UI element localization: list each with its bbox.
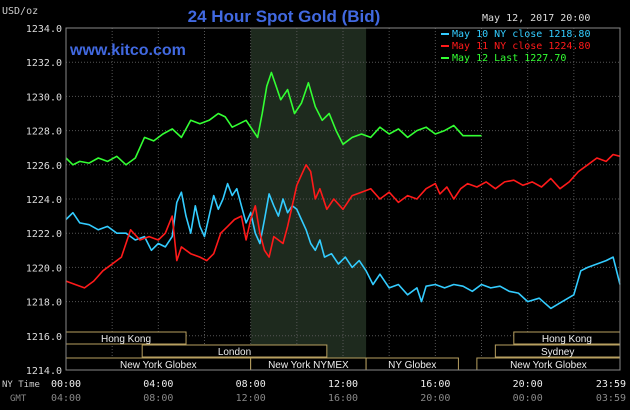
website-watermark: www.kitco.com — [69, 42, 186, 59]
x-tick-label-ny: 16:00 — [420, 379, 450, 390]
y-tick-label: 1224.0 — [26, 195, 62, 206]
y-tick-label: 1232.0 — [26, 58, 62, 69]
x-tick-label-gmt: 00:00 — [513, 393, 543, 404]
y-tick-label: 1226.0 — [26, 161, 62, 172]
timestamp: May 12, 2017 20:00 — [482, 13, 590, 24]
legend-entry: May 11 NY close 1224.80 — [452, 41, 590, 52]
y-tick-label: 1214.0 — [26, 366, 62, 377]
x-tick-label-gmt: 16:00 — [328, 393, 358, 404]
y-tick-label: 1228.0 — [26, 127, 62, 138]
x-tick-label-gmt: 08:00 — [143, 393, 173, 404]
x-tick-label-ny: 08:00 — [236, 379, 266, 390]
y-tick-label: 1222.0 — [26, 229, 62, 240]
gmt-label: GMT — [10, 394, 27, 404]
plot-frame — [65, 27, 621, 371]
y-tick-label: 1216.0 — [26, 332, 62, 343]
session-label: New York NYMEX — [268, 360, 349, 371]
session-box — [141, 344, 328, 358]
x-tick-label-gmt: 04:00 — [51, 393, 81, 404]
x-tick-labels: 00:00 04:00 08:00 12:00 16:00 20:00 23:59 04:00… — [51, 379, 626, 404]
session-label: Hong Kong — [542, 334, 592, 345]
y-tick-label: 1230.0 — [26, 92, 62, 103]
x-tick-label-ny: 04:00 — [143, 379, 173, 390]
series-line-may-10 — [65, 182, 621, 310]
legend-entry: May 12 Last 1227.70 — [452, 53, 566, 64]
price-series — [65, 71, 621, 310]
legend-entry: May 10 NY close 1218.80 — [452, 29, 590, 40]
session-label: New York Globex — [510, 360, 587, 371]
session-label: NY Globex — [388, 360, 436, 371]
session-label: London — [218, 347, 251, 358]
x-tick-label-gmt: 03:59 — [596, 393, 626, 404]
y-tick-label: 1218.0 — [26, 298, 62, 309]
x-tick-label-ny: 23:59 — [596, 379, 626, 390]
y-tick-label: 1220.0 — [26, 263, 62, 274]
chart-title: 24 Hour Spot Gold (Bid) — [188, 7, 381, 26]
x-tick-label-ny: 00:00 — [51, 379, 81, 390]
x-tick-label-gmt: 12:00 — [236, 393, 266, 404]
x-tick-label-gmt: 20:00 — [420, 393, 450, 404]
y-tick-labels: 1214.0 1216.0 1218.0 1220.0 1222.0 1224.0 1226… — [26, 24, 62, 377]
y-tick-label: 1234.0 — [26, 24, 62, 35]
series-line-may-11 — [65, 153, 621, 289]
session-label: Hong Kong — [101, 334, 151, 345]
x-tick-label-ny: 20:00 — [513, 379, 543, 390]
ny-time-label: NY Time — [2, 380, 40, 390]
session-label: Sydney — [541, 347, 574, 358]
y-axis-label: USD/oz — [2, 6, 38, 17]
x-tick-label-ny: 12:00 — [328, 379, 358, 390]
session-label: New York Globex — [120, 360, 197, 371]
series-line-may-12 — [65, 71, 482, 166]
